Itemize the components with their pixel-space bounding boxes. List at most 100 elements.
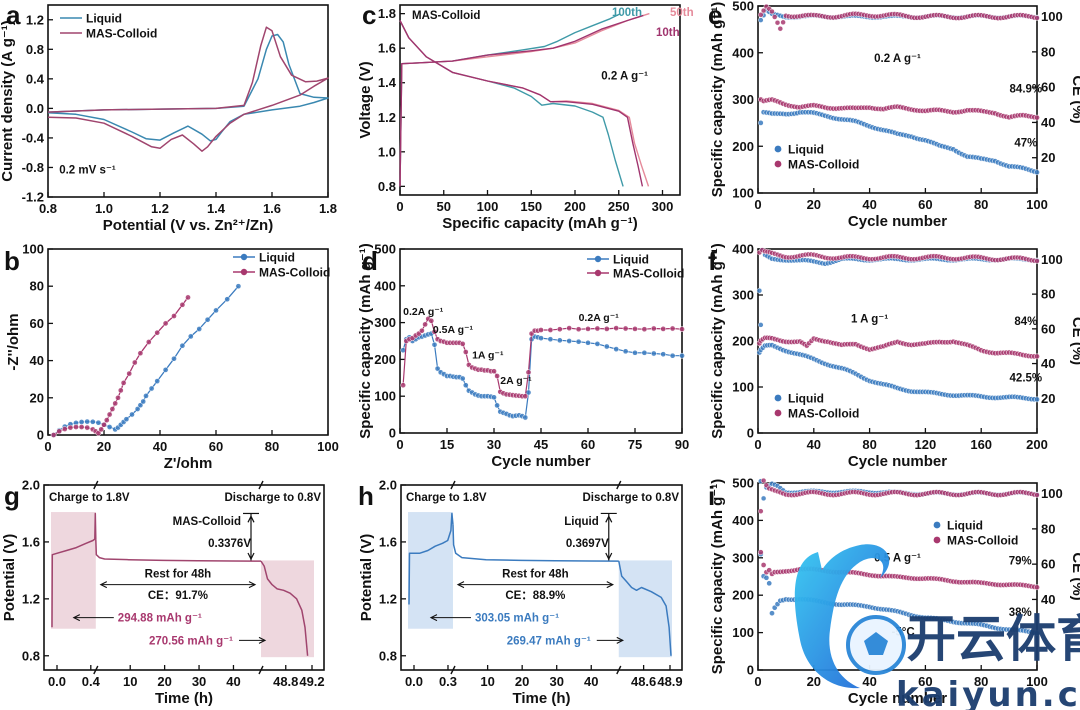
y-tick-label: 1.6	[22, 534, 40, 549]
rate-point-liquid	[494, 402, 500, 409]
x-axis-label: Cycle number	[848, 690, 947, 707]
rate-point-liquid	[585, 339, 591, 346]
rate-point-mas-colloid	[566, 325, 573, 331]
annotation-electrolyte: Liquid	[564, 516, 599, 528]
arrow-head-icon	[605, 514, 613, 523]
nyquist-point-liquid	[134, 406, 141, 412]
annotation: 0.2 mV s⁻¹	[59, 164, 116, 176]
y-tick-label: 200	[732, 139, 754, 154]
y-tick-label: 500	[732, 476, 754, 491]
ce-point-mas-colloid	[1034, 258, 1040, 264]
y2-axis-label: CE (%)	[1069, 552, 1080, 600]
axis-break-mark	[93, 480, 99, 490]
ce-point-mas-colloid	[758, 12, 764, 18]
nyquist-point-mas-colloid	[101, 421, 107, 428]
axis-break-mark	[450, 665, 456, 675]
x-tick-label: 0	[396, 199, 403, 214]
arrow-head-icon	[248, 581, 257, 589]
panel-e-cycling: e 0 20 40 60 80 100 100 200 300 400 500 20 40 60 80 100 C…	[708, 0, 1080, 230]
annotation: 47%	[1014, 137, 1037, 149]
legend-label: Liquid	[788, 142, 824, 156]
annotation: 84%	[1014, 316, 1037, 328]
x-tick-label: 1.6	[263, 201, 281, 216]
y2-tick-label: 20	[1041, 150, 1055, 165]
nyquist-point-mas-colloid	[67, 424, 74, 431]
y-axis-label: Specific capacity (mAh g⁻¹)	[709, 243, 726, 438]
nyquist-point-liquid	[224, 296, 231, 303]
charge-region-shade	[408, 512, 453, 629]
nyquist-point-mas-colloid	[106, 411, 113, 418]
legend-marker	[774, 160, 782, 168]
y-tick-label: 300	[374, 315, 396, 330]
nyquist-point-mas-colloid	[120, 380, 127, 386]
rate-point-liquid	[462, 382, 469, 389]
panel-i-cycling: i 0 20 40 60 80 100 0 100 200 300 400 500 40 60 80 100 CE…	[708, 476, 1080, 708]
x-tick-label: 100	[477, 199, 499, 214]
rate-point-mas-colloid	[669, 325, 676, 332]
x-tick-label: 120	[915, 437, 937, 452]
rate-point-liquid	[434, 365, 441, 372]
x-tick-label: 20	[157, 674, 171, 689]
panel-label: f	[708, 246, 717, 276]
nyquist-point-mas-colloid	[115, 394, 121, 401]
x-tick-label: 20	[807, 674, 821, 689]
annotation-charge-capacity: 303.05 mAh g⁻¹	[475, 613, 559, 625]
panel-a-cv: a 0.8 1.0 1.2 1.4 1.6 1.8 -1.2 -0.8 -0.4 0.0 0.4 0.8…	[0, 0, 337, 234]
x-tick-label: 60	[918, 197, 932, 212]
y-tick-label: 0.8	[26, 42, 44, 57]
legend-label: MAS-Colloid	[788, 157, 859, 171]
nyquist-point-mas-colloid	[137, 350, 144, 357]
nyquist-point-mas-colloid	[154, 329, 161, 336]
y-tick-label: 100	[22, 242, 44, 257]
rate-point-mas-colloid	[538, 327, 544, 333]
ce-point-mas-colloid	[780, 19, 786, 26]
nyquist-point-liquid	[148, 385, 155, 392]
arrow-head-icon	[616, 636, 625, 644]
annotation: 0.2 A g⁻¹	[601, 70, 648, 82]
y-tick-label: 400	[374, 278, 396, 293]
charge-region-shade	[51, 512, 96, 629]
rate-point-mas-colloid	[641, 326, 648, 333]
rate-point-liquid	[660, 351, 667, 358]
nyquist-point-liquid	[78, 419, 85, 425]
rate-point-mas-colloid	[459, 341, 466, 347]
x-tick-label: 1.4	[207, 201, 226, 216]
nyquist-point-mas-colloid	[56, 428, 63, 435]
annotation-ce: CE：88.9%	[505, 590, 565, 602]
y2-tick-label: 100	[1041, 9, 1063, 24]
x-tick-label: 48.6	[631, 674, 656, 689]
x-tick-label: 80	[862, 437, 876, 452]
legend-marker	[774, 409, 782, 417]
nyquist-point-liquid	[84, 418, 91, 425]
y2-tick-label: 40	[1041, 592, 1055, 607]
panel-g-self-discharge: g 0.8 1.2 1.6 2.0 Time (h) Potential (V) 0.0 0.4…	[1, 478, 325, 707]
y-tick-label: 80	[30, 279, 44, 294]
y-tick-label: -0.8	[22, 160, 44, 175]
annotation: 79%	[1009, 556, 1032, 568]
x-tick-label: 160	[970, 437, 992, 452]
charge-curve-100th	[399, 12, 621, 187]
y-tick-label: -1.2	[22, 190, 44, 205]
arrow-head-icon	[258, 636, 267, 644]
ce-point-mas-colloid	[1034, 492, 1040, 498]
nyquist-point-mas-colloid	[73, 424, 79, 430]
cycle-label-100th: 100th	[612, 7, 642, 19]
panel-title: MAS-Colloid	[412, 10, 480, 22]
axis-break-mark	[258, 480, 264, 490]
y-tick-label: 200	[732, 334, 754, 349]
arrow-head-icon	[429, 614, 438, 622]
nyquist-point-mas-colloid	[61, 426, 68, 432]
nyquist-point-liquid	[162, 367, 169, 373]
y-tick-label: 300	[732, 288, 754, 303]
rate-point-mas-colloid	[547, 327, 554, 333]
y-tick-label: 400	[732, 45, 754, 60]
watermark-k-logo-icon	[794, 544, 890, 689]
y-tick-label: 1.8	[378, 6, 396, 21]
x-tick-label: 40	[862, 674, 876, 689]
legend-marker	[240, 253, 248, 261]
y-tick-label: 0.8	[22, 648, 40, 663]
y-tick-label: 2.0	[379, 478, 397, 493]
y-tick-label: 200	[732, 588, 754, 603]
legend-label: MAS-Colloid	[947, 533, 1018, 547]
x-tick-label: 80	[265, 439, 279, 454]
